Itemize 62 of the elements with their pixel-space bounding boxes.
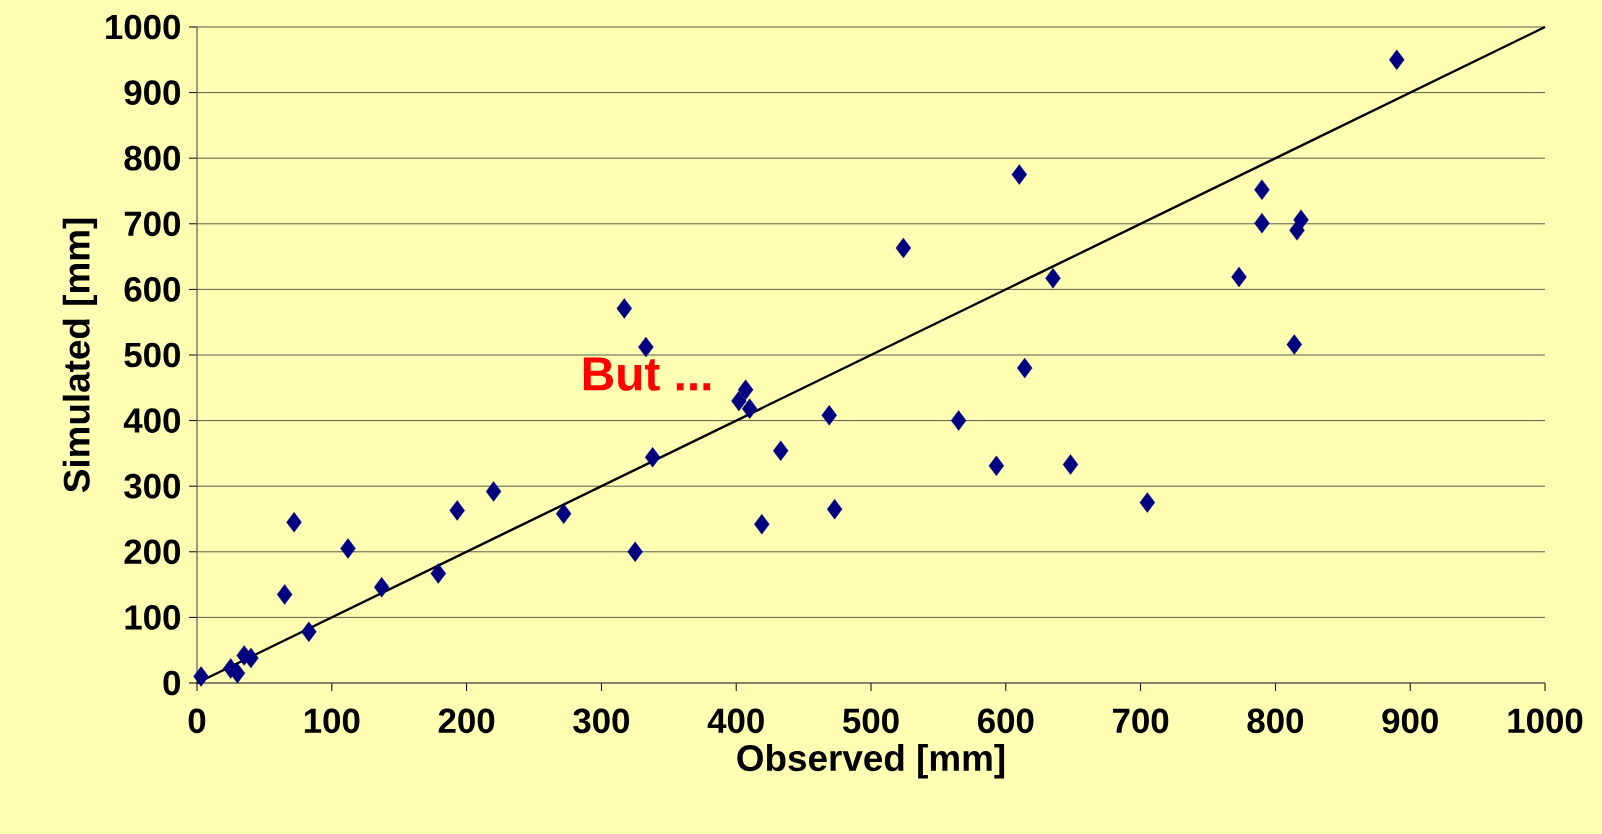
y-tick-label: 100 xyxy=(125,605,181,630)
point xyxy=(988,455,1005,477)
point xyxy=(373,577,390,598)
point xyxy=(638,336,654,358)
point xyxy=(1293,209,1309,231)
y-tick-label: 400 xyxy=(123,408,181,433)
point xyxy=(737,379,754,400)
point xyxy=(1011,164,1027,185)
point xyxy=(1016,357,1033,379)
point xyxy=(754,514,770,535)
x-tick-label: 700 xyxy=(1113,708,1169,734)
point xyxy=(627,541,643,562)
x-tick-label: 100 xyxy=(304,708,360,734)
x-tick-label: 800 xyxy=(1247,708,1304,734)
point xyxy=(1045,268,1061,289)
y-tick-label: 1000 xyxy=(106,14,181,40)
point xyxy=(773,440,789,461)
y-axis-title: Simulated [mm] xyxy=(62,218,98,493)
point xyxy=(616,298,633,319)
point xyxy=(485,481,502,502)
point xyxy=(193,666,209,687)
point xyxy=(555,503,572,524)
y-tick-label: 0 xyxy=(163,670,181,696)
y-tick-label: 700 xyxy=(124,211,181,237)
point xyxy=(276,584,293,605)
x-tick-label: 200 xyxy=(438,708,495,734)
point xyxy=(301,621,317,643)
x-tick-label: 500 xyxy=(843,708,899,734)
point xyxy=(243,647,259,669)
y-tick-label: 900 xyxy=(124,80,181,105)
point xyxy=(826,498,843,520)
x-tick-label: 0 xyxy=(188,708,206,734)
x-tick-label: 600 xyxy=(978,708,1034,734)
point xyxy=(449,500,465,521)
point xyxy=(1254,212,1270,234)
annotation: But ... xyxy=(583,357,711,391)
y-tick-label: 200 xyxy=(124,539,181,565)
point xyxy=(644,447,661,468)
point xyxy=(286,512,302,533)
y-tick-label: 500 xyxy=(124,342,181,368)
point xyxy=(950,410,967,431)
point xyxy=(1231,266,1247,288)
y-tick-label: 600 xyxy=(124,277,181,302)
point xyxy=(1062,454,1079,475)
point xyxy=(895,237,912,259)
x-axis-title: Observed [mm] xyxy=(737,744,1005,779)
x-tick-label: 900 xyxy=(1382,708,1438,734)
x-tick-label: 300 xyxy=(573,708,630,734)
point xyxy=(1389,49,1405,70)
point xyxy=(229,662,246,684)
y-tick-label: 800 xyxy=(124,145,181,171)
point xyxy=(741,398,758,419)
point xyxy=(340,538,356,559)
point xyxy=(1254,179,1270,200)
x-tick-label: 400 xyxy=(707,708,764,734)
point xyxy=(731,390,747,412)
point xyxy=(1139,492,1156,513)
point xyxy=(1286,334,1302,355)
point xyxy=(821,405,837,426)
point xyxy=(430,563,446,584)
x-tick-label: 1000 xyxy=(1508,708,1583,734)
y-tick-label: 300 xyxy=(124,473,181,499)
